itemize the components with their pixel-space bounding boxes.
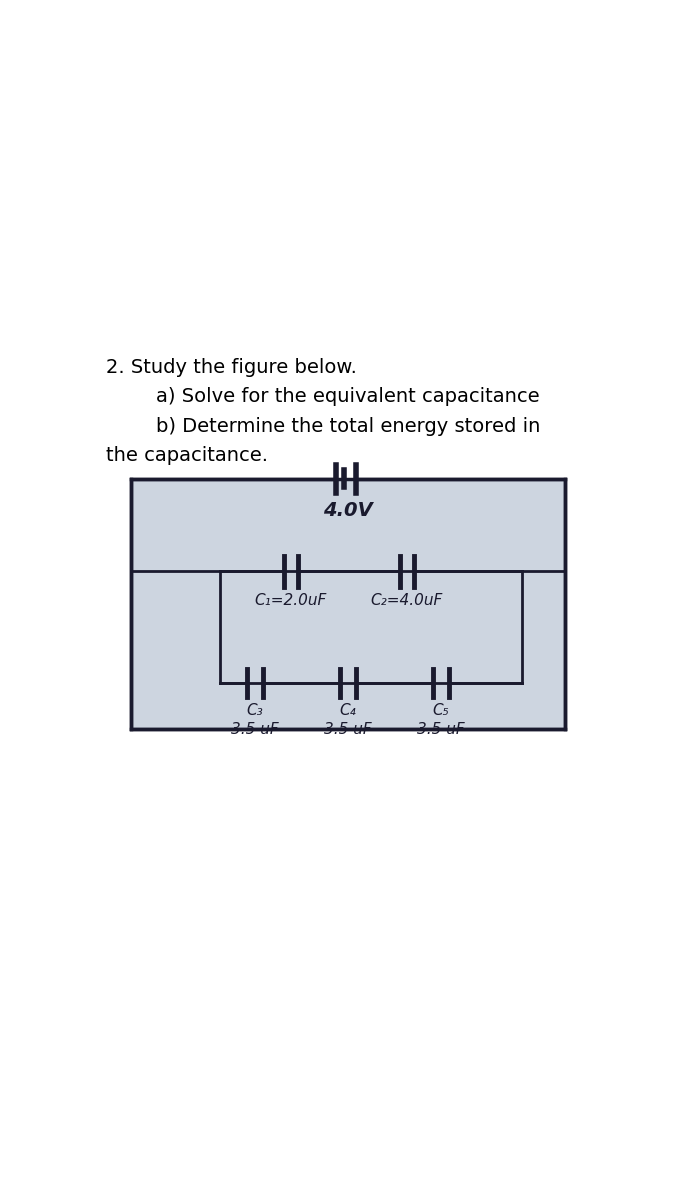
Text: C₅: C₅ <box>433 703 450 718</box>
Text: C₂=4.0uF: C₂=4.0uF <box>371 593 443 608</box>
Text: a) Solve for the equivalent capacitance: a) Solve for the equivalent capacitance <box>106 388 540 407</box>
Text: 3.5 uF: 3.5 uF <box>231 721 279 737</box>
Text: b) Determine the total energy stored in: b) Determine the total energy stored in <box>106 416 541 436</box>
Text: C₄: C₄ <box>340 703 356 718</box>
Text: 4.0V: 4.0V <box>323 500 373 520</box>
Text: 3.5 uF: 3.5 uF <box>417 721 464 737</box>
Text: 3.5 uF: 3.5 uF <box>324 721 372 737</box>
Text: the capacitance.: the capacitance. <box>106 446 268 464</box>
Text: C₃: C₃ <box>246 703 263 718</box>
Text: 2. Study the figure below.: 2. Study the figure below. <box>106 358 357 377</box>
Bar <box>131 479 565 730</box>
Text: C₁=2.0uF: C₁=2.0uF <box>254 593 327 608</box>
